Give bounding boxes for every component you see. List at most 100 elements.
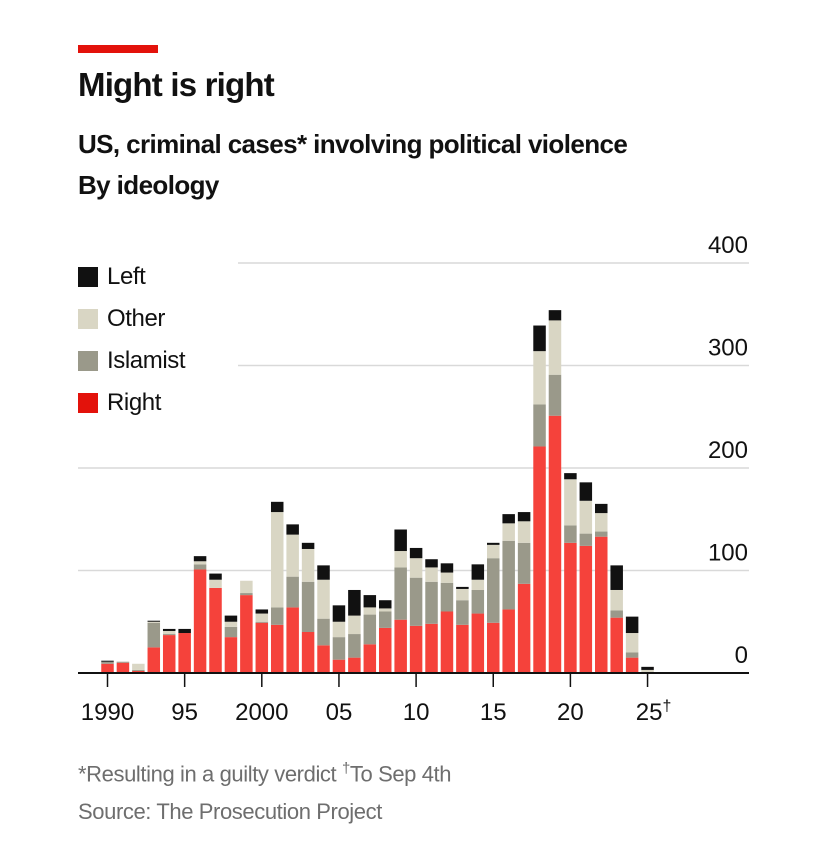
bar-segment-left-1997 xyxy=(209,573,222,580)
bar-segment-islamist-2007 xyxy=(363,614,377,645)
bar-segment-right-2011 xyxy=(425,623,438,673)
bar-segment-left-2003 xyxy=(301,542,315,549)
bar-segment-islamist-1996 xyxy=(193,564,207,570)
bar-segment-left-2000 xyxy=(255,609,269,614)
bar-segment-islamist-2010 xyxy=(409,577,423,626)
bar-1992 xyxy=(132,663,145,673)
bar-segment-left-1994 xyxy=(162,628,176,631)
legend-swatch-other xyxy=(78,309,98,329)
legend-label: Other xyxy=(107,305,166,332)
legend-item-islamist: Islamist xyxy=(78,340,186,382)
bar-2023 xyxy=(610,565,623,673)
footnote: *Resulting in a guilty verdict †To Sep 4… xyxy=(78,760,452,787)
bar-segment-other-2010 xyxy=(409,558,423,578)
bar-segment-left-2017 xyxy=(517,512,531,522)
bar-segment-other-1996 xyxy=(193,561,207,565)
bar-segment-left-2016 xyxy=(502,514,515,524)
bar-segment-left-1996 xyxy=(193,556,207,562)
bar-segment-right-2016 xyxy=(502,609,515,673)
bar-segment-right-2024 xyxy=(625,657,639,673)
bar-segment-left-1993 xyxy=(147,620,161,622)
bar-segment-islamist-2009 xyxy=(394,567,407,620)
chart-subtitle-secondary: By ideology xyxy=(78,170,219,200)
y-tick-label-100: 100 xyxy=(708,540,748,567)
bar-segment-left-1998 xyxy=(224,615,238,622)
legend-swatch-left xyxy=(78,267,98,287)
bar-1995 xyxy=(178,628,191,673)
bar-segment-left-2007 xyxy=(363,595,377,608)
x-axis xyxy=(78,672,749,687)
legend-swatch-right xyxy=(78,393,98,413)
bar-segment-other-2018 xyxy=(533,351,546,405)
bar-segment-left-2005 xyxy=(332,605,346,622)
legend-item-other: Other xyxy=(78,298,185,340)
bar-1990 xyxy=(101,660,114,673)
footnote-date: To Sep 4th xyxy=(349,761,452,787)
bar-2016 xyxy=(502,514,515,673)
bar-2012 xyxy=(440,563,454,673)
bar-segment-right-2007 xyxy=(363,644,377,673)
bar-segment-other-2015 xyxy=(487,544,500,559)
legend-label: Right xyxy=(107,389,162,416)
bar-2022 xyxy=(595,503,608,673)
bar-segment-islamist-2004 xyxy=(317,618,330,646)
bar-segment-left-2013 xyxy=(456,586,469,589)
bar-segment-other-2024 xyxy=(625,633,639,653)
bar-segment-left-2018 xyxy=(533,325,546,352)
bar-segment-left-2024 xyxy=(625,616,639,634)
y-tick-label-400: 400 xyxy=(708,232,748,259)
bar-segment-left-2010 xyxy=(409,547,423,559)
bar-segment-right-2000 xyxy=(255,622,269,673)
bar-segment-other-1993 xyxy=(147,621,161,623)
bar-segment-islamist-2001 xyxy=(270,607,284,625)
bar-segment-other-2025 xyxy=(641,669,654,672)
accent-rule xyxy=(78,45,158,53)
bar-2011 xyxy=(425,559,438,673)
bar-segment-right-2018 xyxy=(533,446,546,673)
bar-segment-other-2019 xyxy=(548,320,562,375)
y-tick-label-300: 300 xyxy=(708,335,748,362)
bar-2019 xyxy=(548,310,562,673)
bar-segment-left-1990 xyxy=(101,660,114,662)
bar-1998 xyxy=(224,615,238,673)
bar-segment-islamist-1991 xyxy=(116,661,130,663)
bar-2004 xyxy=(317,565,330,673)
bar-segment-islamist-1998 xyxy=(224,626,238,638)
x-tick-label-1990: 1990 xyxy=(81,699,134,726)
bar-segment-islamist-2005 xyxy=(332,637,346,660)
bar-segment-right-2022 xyxy=(595,536,608,673)
bar-segment-left-2022 xyxy=(595,503,608,514)
bar-segment-right-1990 xyxy=(101,663,114,673)
bar-segment-right-2012 xyxy=(440,611,454,673)
bar-segment-left-2011 xyxy=(425,559,438,568)
bar-segment-other-1998 xyxy=(224,621,238,627)
bar-segment-right-2020 xyxy=(564,542,577,673)
legend-item-right: Right xyxy=(78,382,185,424)
y-axis-labels: 0 100 200 300 400 xyxy=(708,232,748,669)
bar-1994 xyxy=(162,628,176,673)
bar-2021 xyxy=(579,482,593,673)
bar-segment-left-2020 xyxy=(564,473,577,480)
bar-segment-islamist-2003 xyxy=(301,581,315,632)
y-tick-label-0: 0 xyxy=(735,642,748,669)
bar-segment-right-1994 xyxy=(162,635,176,673)
bar-segment-other-2003 xyxy=(301,548,315,582)
bar-2003 xyxy=(301,542,315,673)
bar-segment-other-2007 xyxy=(363,607,377,615)
bar-segment-other-2014 xyxy=(471,579,485,590)
bar-segment-left-2025 xyxy=(641,666,654,670)
bar-segment-islamist-1990 xyxy=(101,661,114,664)
bar-segment-right-2010 xyxy=(409,625,423,673)
bar-segment-other-2004 xyxy=(317,579,330,619)
bar-2024 xyxy=(625,616,639,673)
bar-1996 xyxy=(193,556,207,673)
bar-2014 xyxy=(471,564,485,673)
bar-1991 xyxy=(116,661,130,673)
bar-segment-other-2008 xyxy=(378,608,392,612)
bar-2008 xyxy=(378,600,392,673)
x-tick-label-2010: 10 xyxy=(403,699,430,726)
bar-2020 xyxy=(564,473,577,673)
legend-swatch-islamist xyxy=(78,351,98,371)
bar-segment-islamist-2024 xyxy=(625,652,639,658)
dagger-mark: † xyxy=(662,698,671,715)
